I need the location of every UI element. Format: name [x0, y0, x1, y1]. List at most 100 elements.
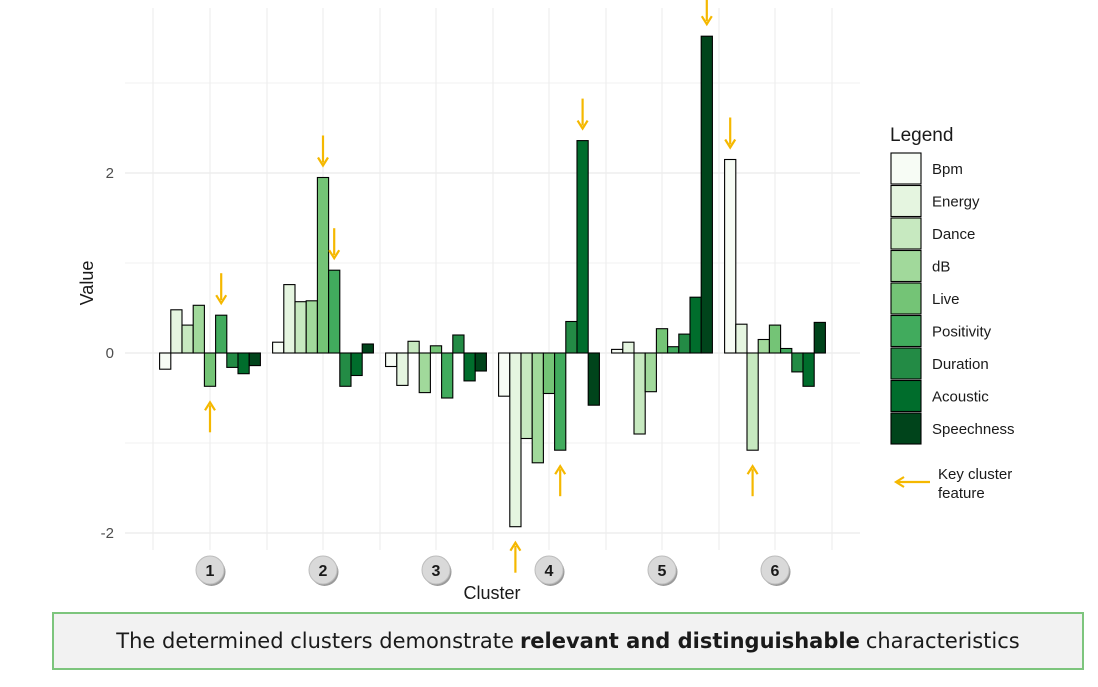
caption-text-after: characteristics — [865, 629, 1020, 653]
bar-cluster-1-acoustic — [237, 352, 250, 375]
legend-label: Live — [932, 291, 960, 308]
legend-item-bpm: Bpm — [890, 152, 963, 185]
bar-cluster-3-positivity — [441, 352, 454, 399]
legend-label: dB — [932, 259, 950, 276]
bar-cluster-2-energy — [283, 284, 296, 354]
x-axis-title: Cluster — [463, 583, 520, 603]
cluster-badge-5: 5 — [647, 555, 678, 586]
bar-cluster-6-positivity — [780, 347, 793, 354]
x-tick-label: 4 — [545, 563, 554, 580]
legend-swatch — [890, 249, 922, 283]
bar-cluster-4-acoustic — [576, 140, 589, 354]
key-feature-arrow — [204, 400, 216, 433]
bar-cluster-6-acoustic — [802, 352, 815, 387]
bar-cluster-3-energy — [396, 352, 409, 386]
y-axis: -2 0 2 — [101, 165, 114, 542]
cluster-badge-2: 2 — [308, 555, 339, 586]
bar-cluster-3-live — [429, 345, 443, 354]
legend-swatch — [890, 314, 922, 348]
bar-cluster-5-positivity — [667, 346, 680, 354]
legend-swatch — [890, 412, 922, 445]
bar-cluster-2-positivity — [328, 269, 341, 354]
legend-swatch — [890, 347, 922, 380]
cluster-badge-3: 3 — [421, 555, 452, 586]
bar-cluster-3-dance — [407, 340, 420, 354]
bar-cluster-2-dance — [294, 301, 307, 354]
key-feature-arrow — [700, 0, 713, 27]
grid — [125, 8, 860, 550]
bar-cluster-1-positivity — [215, 314, 228, 354]
y-tick-label: 2 — [106, 165, 114, 182]
key-feature-arrow — [509, 540, 522, 573]
bar-cluster-6-db — [757, 338, 770, 354]
legend-label: Positivity — [932, 324, 992, 341]
key-feature-arrow — [724, 117, 737, 150]
x-tick-label: 5 — [658, 563, 667, 580]
bar-cluster-2-bpm — [272, 341, 285, 354]
bar-cluster-6-duration — [791, 352, 804, 373]
bar-cluster-6-dance — [746, 352, 759, 451]
bar-cluster-2-duration — [339, 352, 352, 387]
bar-cluster-1-bpm — [159, 352, 172, 370]
bar-cluster-1-live — [203, 352, 217, 387]
y-tick-label: 0 — [106, 345, 114, 362]
legend-swatch — [890, 217, 922, 250]
bar-cluster-2-live — [316, 176, 330, 354]
legend-label: Energy — [932, 194, 980, 211]
bar-cluster-4-duration — [565, 320, 578, 354]
bar-cluster-4-positivity — [554, 352, 567, 451]
bar-cluster-1-db — [192, 304, 205, 354]
legend-label: Bpm — [932, 161, 963, 178]
bar-cluster-6-speechness — [813, 321, 826, 354]
legend-item-live: Live — [890, 282, 960, 315]
bar-cluster-5-duration — [678, 333, 691, 354]
x-tick-label: 6 — [771, 563, 780, 580]
bar-cluster-5-energy — [622, 341, 635, 354]
x-tick-label: 1 — [206, 563, 215, 580]
bar-cluster-4-live — [542, 352, 556, 395]
legend-swatch — [890, 184, 922, 218]
bar-cluster-5-acoustic — [689, 296, 702, 354]
bar-cluster-2-db — [305, 300, 318, 354]
bar-cluster-5-live — [655, 328, 669, 354]
y-tick-label: -2 — [101, 525, 114, 542]
legend-item-acoustic: Acoustic — [890, 379, 989, 413]
legend-label: Duration — [932, 356, 989, 373]
bar-cluster-6-live — [768, 324, 782, 354]
legend-item-energy: Energy — [890, 184, 980, 218]
key-feature-arrow — [317, 135, 329, 168]
bar-cluster-1-dance — [181, 324, 194, 354]
legend: Legend Bpm Energy Dance dB Live Positivity Dura… — [890, 125, 1015, 502]
legend-swatch — [890, 379, 922, 413]
x-axis: 1 2 3 4 5 6 — [195, 555, 791, 586]
bar-cluster-1-speechness — [248, 352, 261, 367]
legend-label: Acoustic — [932, 389, 989, 406]
bar-cluster-3-speechness — [474, 352, 487, 372]
legend-label: Speechness — [932, 421, 1015, 438]
bar-cluster-4-dance — [520, 352, 533, 440]
cluster-bar-chart: -2 0 2 1 2 3 4 5 6 Value Cluster Legend Bpm Energ… — [77, 0, 1015, 603]
bar-cluster-2-speechness — [361, 343, 374, 354]
bar-cluster-4-energy — [509, 352, 522, 528]
key-feature-arrow — [746, 464, 759, 497]
cluster-badge-6: 6 — [760, 555, 791, 586]
key-feature-arrows — [204, 0, 759, 573]
key-feature-arrow — [328, 228, 341, 261]
legend-swatch — [890, 282, 922, 315]
legend-item-positivity: Positivity — [890, 314, 992, 348]
y-axis-title: Value — [77, 261, 97, 306]
bar-cluster-5-speechness — [700, 35, 713, 354]
bar-cluster-3-duration — [452, 334, 465, 354]
key-feature-arrow — [554, 464, 567, 497]
bar-cluster-1-duration — [226, 352, 239, 368]
x-tick-label: 3 — [432, 563, 441, 580]
legend-label: Dance — [932, 226, 975, 243]
bar-cluster-3-acoustic — [463, 352, 476, 382]
x-tick-label: 2 — [319, 563, 328, 580]
bar-cluster-6-bpm — [724, 158, 737, 354]
cluster-badge-1: 1 — [195, 555, 226, 586]
bar-cluster-4-db — [531, 352, 544, 464]
legend-key-feature-label: Key cluster feature — [938, 466, 1012, 502]
bar-cluster-4-bpm — [498, 352, 511, 397]
caption-text-bold: relevant and distinguishable — [519, 629, 860, 653]
